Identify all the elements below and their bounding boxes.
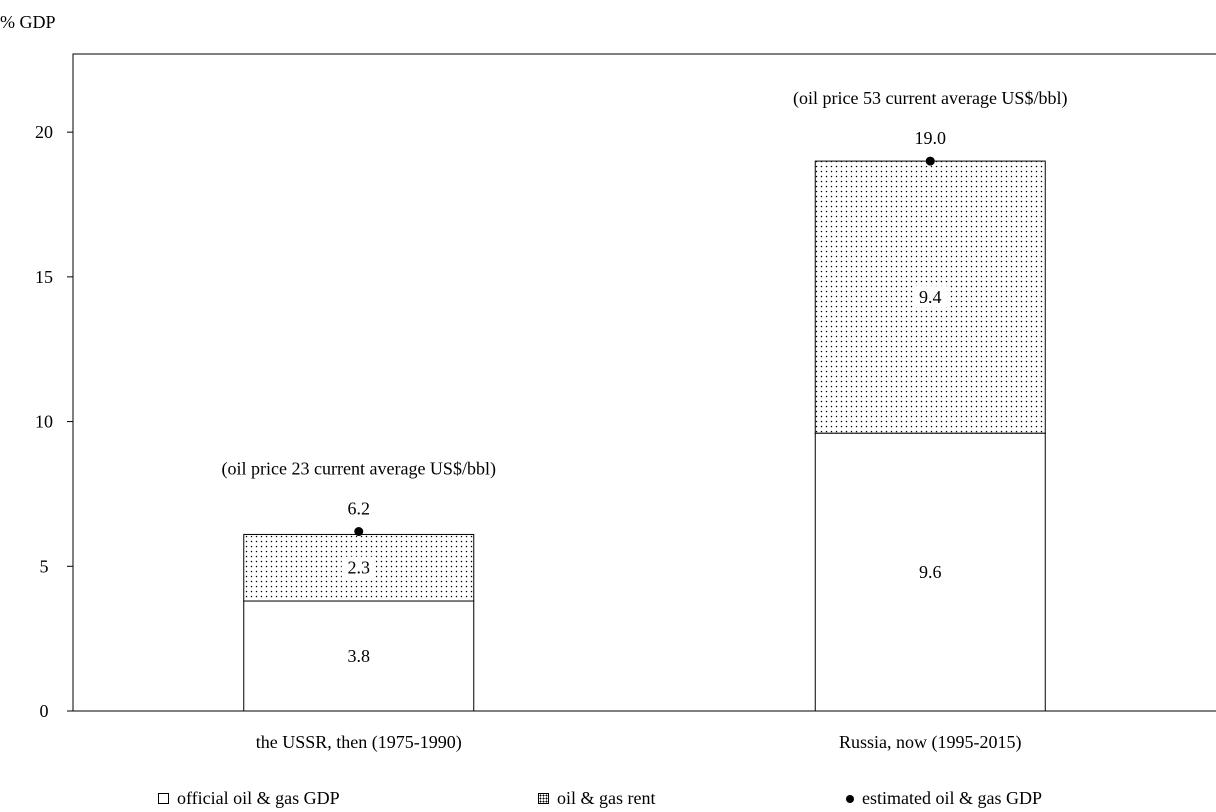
legend-item-rent: oil & gas rent	[538, 788, 655, 809]
x-tick-label: the USSR, then (1975-1990)	[256, 732, 462, 753]
oil-price-annotation: (oil price 53 current average US$/bbl)	[793, 88, 1067, 109]
total-label: 19.0	[915, 128, 947, 148]
bars	[243, 160, 1046, 712]
data-label-bg	[913, 286, 948, 308]
total-marker	[354, 527, 364, 537]
plot-border	[72, 53, 1216, 712]
y-axis-label: % GDP	[0, 12, 56, 32]
dotted-square-icon	[538, 793, 549, 804]
data-labels: 3.8 2.3 6.2 (oil price 23 current average U…	[222, 88, 1068, 666]
y-axis-ticks: 0 5 10 15 20	[35, 122, 73, 721]
legend-label: estimated oil & gas GDP	[862, 788, 1042, 808]
legend-label: oil & gas rent	[557, 788, 656, 808]
data-label: 3.8	[348, 646, 371, 666]
y-tick-label: 5	[40, 556, 49, 576]
data-label-bg	[341, 556, 376, 578]
legend-item-official-gdp: official oil & gas GDP	[158, 788, 340, 809]
legend-label: official oil & gas GDP	[177, 788, 340, 808]
total-label: 6.2	[348, 499, 371, 519]
total-marker	[925, 156, 935, 166]
black-dot-icon	[846, 794, 854, 803]
legend-item-estimated-gdp: estimated oil & gas GDP	[846, 788, 1042, 809]
y-tick-label: 10	[35, 412, 53, 432]
y-tick-label: 15	[35, 267, 53, 287]
legend: official oil & gas GDP oil & gas rent es…	[0, 788, 1216, 812]
bar-segment-official	[814, 432, 1046, 712]
y-tick-label: 20	[35, 122, 53, 142]
bar-segment-official	[243, 600, 475, 712]
x-axis-ticks: the USSR, then (1975-1990) Russia, now (1…	[256, 732, 1022, 753]
chart-area: % GDP 0 5 10 15 20 3.8 2.3 6.2 (oil price 23 cu…	[0, 12, 1216, 753]
y-tick-label: 0	[40, 701, 49, 721]
data-label: 2.3	[348, 558, 371, 578]
plot-frame	[72, 53, 1216, 712]
oil-price-annotation: (oil price 23 current average US$/bbl)	[222, 459, 496, 480]
data-label: 9.6	[919, 562, 942, 582]
x-tick-label: Russia, now (1995-2015)	[839, 732, 1022, 753]
white-square-icon	[158, 793, 169, 804]
data-label: 9.4	[919, 287, 942, 307]
